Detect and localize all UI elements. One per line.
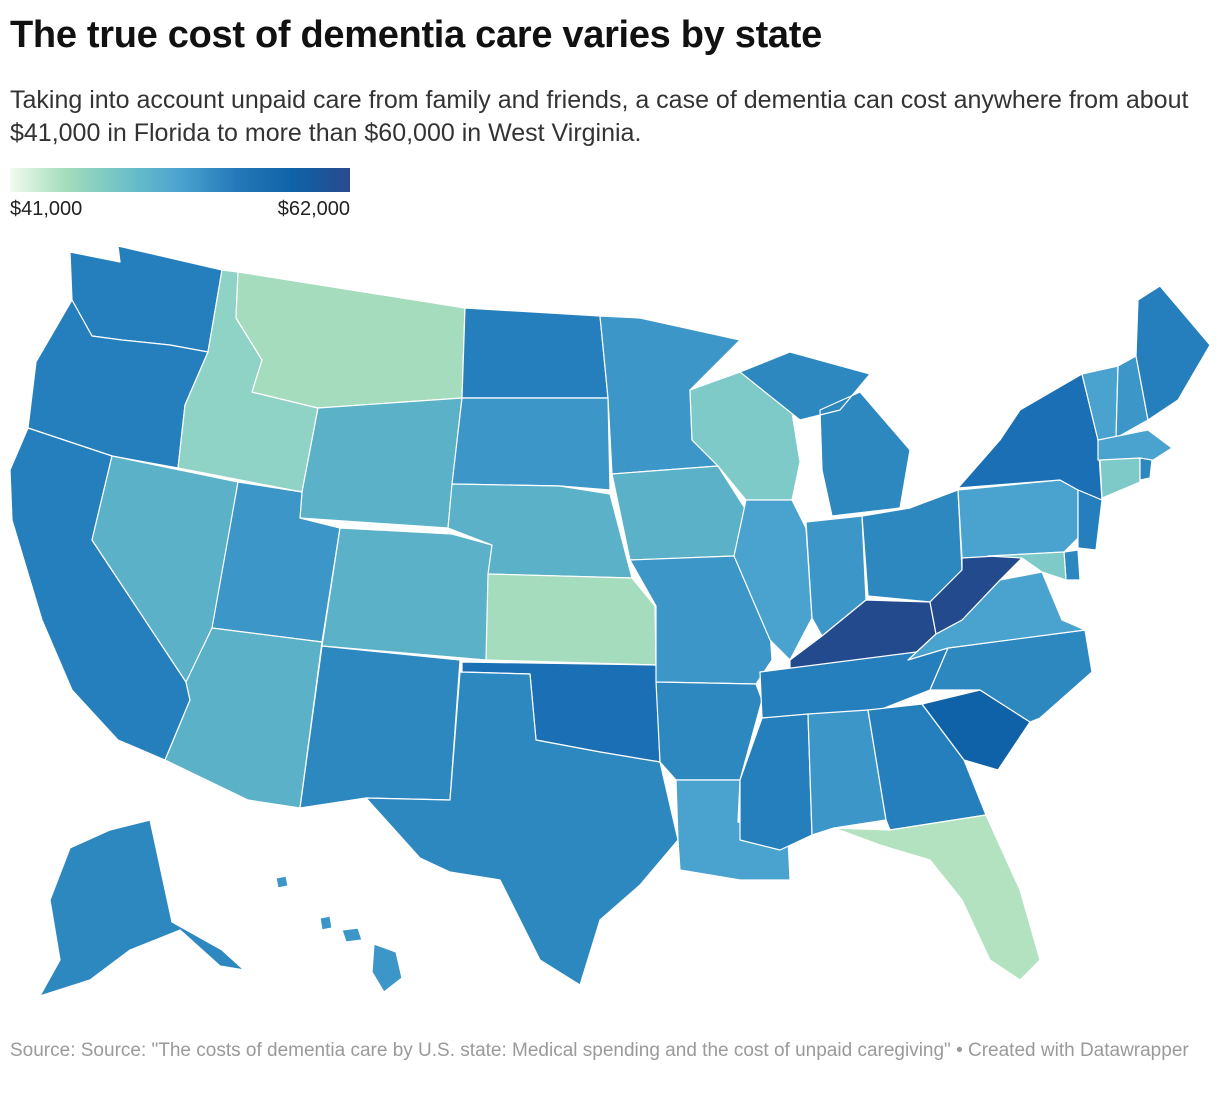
state-colorado[interactable]	[321, 527, 493, 661]
us-choropleth-map	[9, 245, 1211, 997]
state-montana[interactable]	[235, 271, 466, 409]
state-alabama[interactable]	[807, 709, 887, 836]
state-west-virginia[interactable]	[929, 544, 1023, 635]
legend-min-label: $41,000	[10, 198, 83, 220]
state-massachusetts[interactable]	[1097, 429, 1173, 463]
state-illinois[interactable]	[733, 499, 813, 661]
state-new-mexico[interactable]	[299, 645, 461, 809]
state-new-jersey[interactable]	[1077, 489, 1103, 551]
state-iowa[interactable]	[611, 465, 747, 561]
color-legend: $41,000 $62,000	[10, 168, 350, 224]
state-pennsylvania[interactable]	[957, 479, 1079, 559]
state-north-dakota[interactable]	[461, 307, 609, 399]
legend-max-label: $62,000	[277, 198, 350, 220]
state-hawaii[interactable]	[275, 875, 403, 993]
state-south-dakota[interactable]	[451, 397, 611, 491]
source-footer: Source: Source: "The costs of dementia c…	[10, 1040, 1189, 1061]
state-florida[interactable]	[833, 814, 1041, 981]
state-rhode-island[interactable]	[1139, 457, 1153, 481]
chart-subtitle: Taking into account unpaid care from fam…	[10, 86, 1189, 147]
state-kansas[interactable]	[485, 573, 657, 666]
chart-title: The true cost of dementia care varies by…	[10, 14, 822, 56]
state-south-carolina[interactable]	[921, 689, 1031, 771]
state-alaska[interactable]	[39, 819, 245, 997]
state-delaware[interactable]	[1063, 549, 1081, 581]
state-new-york[interactable]	[957, 373, 1103, 501]
state-maryland[interactable]	[987, 551, 1067, 581]
state-texas[interactable]	[365, 671, 679, 986]
state-wyoming[interactable]	[299, 397, 463, 529]
state-louisiana[interactable]	[675, 779, 791, 881]
legend-gradient-bar	[10, 168, 350, 192]
state-connecticut[interactable]	[1099, 457, 1141, 499]
state-michigan[interactable]	[739, 351, 911, 517]
state-maine[interactable]	[1135, 285, 1211, 421]
